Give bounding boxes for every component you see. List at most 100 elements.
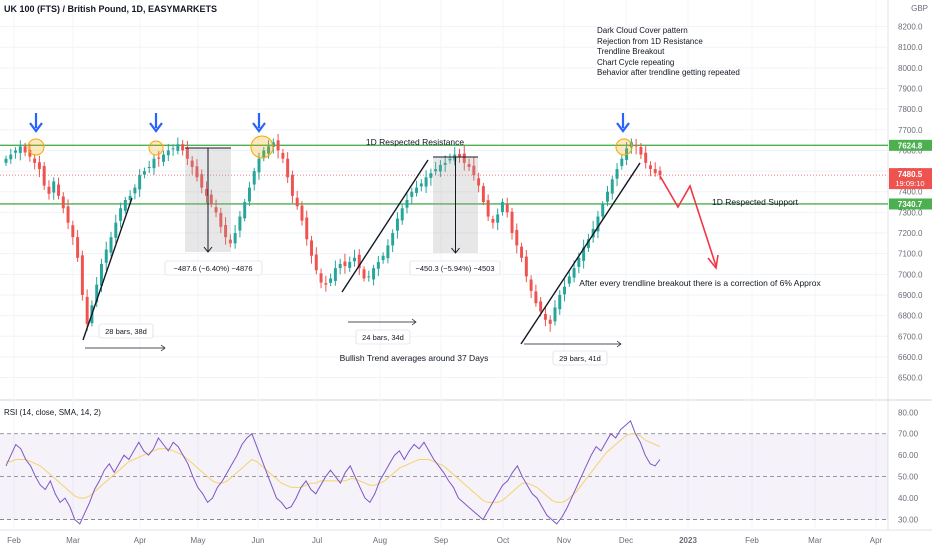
candle-body[interactable] [171,148,175,150]
candle-body[interactable] [271,142,275,147]
candle-body[interactable] [214,207,218,213]
candle-body[interactable] [362,269,366,279]
candle-body[interactable] [71,225,75,238]
candle-body[interactable] [52,181,56,193]
candle-body[interactable] [176,144,180,151]
time-tick-label[interactable]: Apr [134,536,147,545]
candle-body[interactable] [486,200,490,217]
levels[interactable] [0,144,888,205]
candle-body[interactable] [443,162,447,165]
time-tick-label[interactable]: Apr [870,536,883,545]
candle-body[interactable] [448,158,452,161]
candle-body[interactable] [653,169,657,174]
candle-body[interactable] [510,211,514,234]
time-tick-label[interactable]: Oct [497,536,510,545]
candle-body[interactable] [95,284,99,303]
candle-body[interactable] [9,154,13,160]
candle-body[interactable] [644,152,648,163]
candle-body[interactable] [18,146,22,153]
candle-body[interactable] [119,208,123,221]
candle-body[interactable] [190,160,194,167]
rsi-title[interactable]: RSI (14, close, SMA, 14, 2) [4,408,101,417]
candle-body[interactable] [386,245,390,259]
candle-body[interactable] [195,166,199,178]
candle-body[interactable] [152,158,156,169]
time-tick-label[interactable]: Nov [557,536,571,545]
candle-body[interactable] [453,154,457,161]
candles[interactable] [4,133,662,332]
candle-body[interactable] [281,152,285,159]
candle-body[interactable] [524,256,528,277]
candle-body[interactable] [348,261,352,268]
candle-body[interactable] [567,276,571,284]
candle-body[interactable] [252,171,256,185]
candle-body[interactable] [133,187,137,194]
candle-body[interactable] [610,179,614,194]
candle-body[interactable] [410,191,414,197]
candle-body[interactable] [329,278,333,283]
candle-body[interactable] [157,157,161,159]
candle-body[interactable] [4,158,8,163]
rsi-ma-line[interactable] [6,433,661,503]
candle-body[interactable] [515,229,519,246]
candle-body[interactable] [529,279,533,291]
candle-body[interactable] [438,164,442,172]
candle-body[interactable] [324,283,328,285]
candle-body[interactable] [162,154,166,162]
candle-body[interactable] [424,177,428,187]
candle-body[interactable] [462,153,466,163]
candle-body[interactable] [233,233,237,244]
candle-body[interactable] [123,200,127,211]
candle-body[interactable] [505,203,509,213]
candle-body[interactable] [520,246,524,258]
candle-body[interactable] [458,153,461,157]
candle-body[interactable] [76,237,80,258]
candle-body[interactable] [305,217,309,240]
candle-body[interactable] [415,187,419,193]
trendline[interactable] [341,159,429,293]
time-tick-label[interactable]: Jun [252,536,265,545]
price-axis[interactable]: 6500.0 6600.0 6700.0 6800.0 6900.0 7000.0 7100… [898,23,923,525]
candle-body[interactable] [601,204,605,217]
candle-body[interactable] [295,197,299,207]
time-tick-label[interactable]: May [190,536,205,545]
candle-body[interactable] [496,214,500,223]
candle-body[interactable] [391,233,395,246]
trendline[interactable] [520,162,641,345]
candle-body[interactable] [300,205,304,221]
candle-body[interactable] [23,146,27,153]
candle-body[interactable] [539,301,543,312]
time-axis[interactable]: Feb Mar Apr May Jun Jul Aug Sep Oct Nov Dec 2023 Feb… [7,536,882,545]
time-tick-label[interactable]: Mar [808,536,822,545]
candle-body[interactable] [276,140,280,151]
candle-body[interactable] [577,257,581,267]
candle-body[interactable] [563,286,567,295]
time-tick-label[interactable]: Mar [66,536,80,545]
candle-body[interactable] [224,224,228,238]
candle-body[interactable] [33,158,37,163]
candle-body[interactable] [639,146,643,155]
candle-body[interactable] [400,208,404,221]
candle-body[interactable] [648,165,652,170]
candle-body[interactable] [28,150,32,157]
candle-body[interactable] [310,240,313,256]
candle-body[interactable] [582,247,586,261]
candle-body[interactable] [290,174,294,196]
candle-body[interactable] [353,257,356,262]
time-tick-label[interactable]: Feb [7,536,21,545]
candle-body[interactable] [634,145,638,147]
candle-body[interactable] [142,171,146,175]
candle-body[interactable] [548,319,552,324]
candle-body[interactable] [319,273,323,283]
candle-body[interactable] [543,313,547,320]
time-tick-label[interactable]: Sep [434,536,449,545]
candle-body[interactable] [572,268,576,278]
candle-body[interactable] [57,184,60,196]
candle-body[interactable] [658,170,662,176]
candle-body[interactable] [586,239,590,249]
time-tick-label[interactable]: Feb [745,536,759,545]
candle-body[interactable] [185,147,189,159]
projection-path[interactable] [659,175,717,267]
